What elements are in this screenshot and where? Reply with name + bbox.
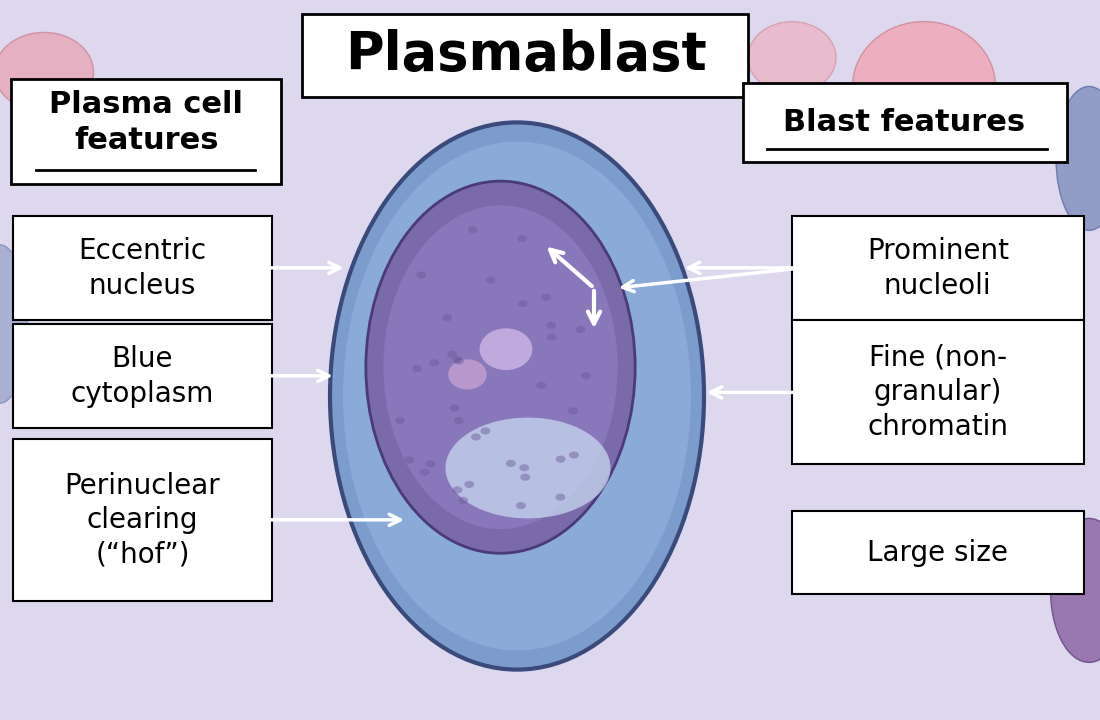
FancyBboxPatch shape — [792, 511, 1084, 594]
Ellipse shape — [416, 271, 426, 279]
Ellipse shape — [446, 418, 611, 518]
Ellipse shape — [452, 356, 462, 364]
Ellipse shape — [547, 333, 557, 341]
Ellipse shape — [452, 486, 462, 493]
Ellipse shape — [454, 417, 464, 424]
Text: Large size: Large size — [867, 539, 1009, 567]
Ellipse shape — [0, 32, 94, 112]
Ellipse shape — [480, 328, 532, 370]
Ellipse shape — [343, 142, 691, 650]
Ellipse shape — [0, 245, 28, 403]
Ellipse shape — [471, 433, 481, 441]
Text: Fine (non-
granular)
chromatin: Fine (non- granular) chromatin — [867, 344, 1009, 441]
Ellipse shape — [568, 408, 578, 415]
Ellipse shape — [1050, 518, 1100, 662]
Ellipse shape — [395, 417, 405, 424]
Ellipse shape — [852, 22, 996, 151]
Text: Prominent
nucleoli: Prominent nucleoli — [867, 237, 1009, 300]
Ellipse shape — [366, 181, 635, 553]
Ellipse shape — [518, 300, 528, 307]
Ellipse shape — [481, 427, 491, 434]
Ellipse shape — [556, 494, 565, 501]
Text: Plasma cell
features: Plasma cell features — [50, 90, 243, 155]
Ellipse shape — [330, 122, 704, 670]
Ellipse shape — [449, 359, 486, 390]
FancyBboxPatch shape — [302, 14, 748, 97]
Ellipse shape — [506, 460, 516, 467]
FancyBboxPatch shape — [11, 79, 280, 184]
FancyBboxPatch shape — [792, 320, 1084, 464]
FancyBboxPatch shape — [792, 216, 1084, 320]
Ellipse shape — [454, 357, 464, 364]
Ellipse shape — [426, 460, 436, 467]
Ellipse shape — [517, 235, 527, 242]
Ellipse shape — [569, 451, 579, 459]
Ellipse shape — [384, 205, 617, 529]
FancyBboxPatch shape — [13, 324, 272, 428]
Ellipse shape — [536, 382, 546, 389]
Ellipse shape — [575, 326, 585, 333]
Ellipse shape — [412, 365, 422, 372]
Ellipse shape — [429, 359, 439, 366]
Text: Blue
cytoplasm: Blue cytoplasm — [70, 345, 214, 408]
Ellipse shape — [748, 22, 836, 94]
FancyBboxPatch shape — [13, 439, 272, 601]
Ellipse shape — [556, 456, 565, 463]
Ellipse shape — [448, 351, 458, 358]
Ellipse shape — [547, 322, 557, 329]
Ellipse shape — [486, 276, 496, 284]
Text: Eccentric
nucleus: Eccentric nucleus — [78, 237, 207, 300]
Ellipse shape — [464, 481, 474, 488]
Ellipse shape — [1056, 86, 1100, 230]
Ellipse shape — [520, 474, 530, 481]
FancyBboxPatch shape — [13, 216, 272, 320]
Ellipse shape — [450, 405, 460, 412]
Text: Plasmablast: Plasmablast — [345, 30, 706, 81]
FancyBboxPatch shape — [742, 83, 1067, 162]
Text: Perinuclear
clearing
(“hof”): Perinuclear clearing (“hof”) — [65, 472, 220, 569]
Ellipse shape — [581, 372, 591, 379]
Ellipse shape — [541, 294, 551, 301]
Ellipse shape — [419, 469, 429, 476]
Ellipse shape — [459, 497, 469, 504]
Ellipse shape — [468, 226, 477, 233]
Ellipse shape — [442, 314, 452, 321]
Ellipse shape — [519, 464, 529, 472]
Ellipse shape — [405, 456, 415, 464]
Text: Blast features: Blast features — [783, 108, 1025, 137]
Ellipse shape — [516, 502, 526, 509]
